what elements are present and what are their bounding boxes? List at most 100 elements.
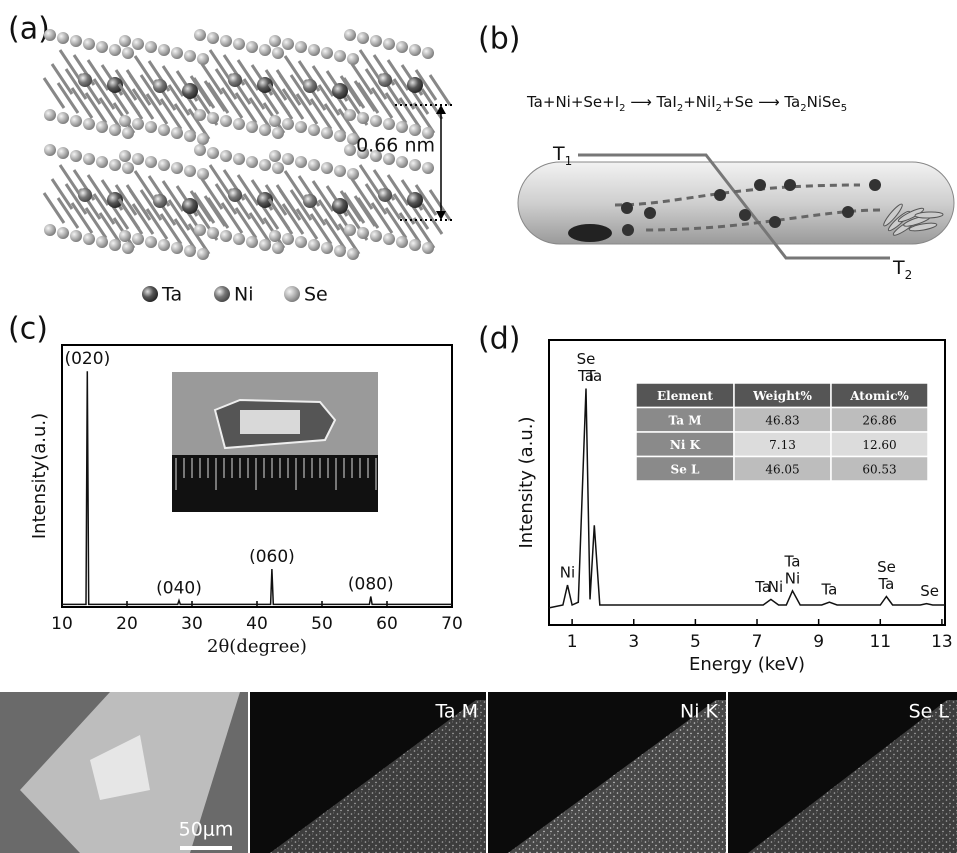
- legend-atom: [284, 286, 300, 302]
- se-atom: [83, 38, 95, 50]
- se-atom: [246, 156, 258, 168]
- x-tick-label: 3: [628, 632, 639, 652]
- se-atom: [96, 236, 108, 248]
- peak-label: Ta: [820, 581, 837, 599]
- ta-atom: [182, 198, 198, 214]
- se-atom: [308, 159, 320, 171]
- se-atom: [269, 35, 281, 47]
- se-atom: [57, 32, 69, 44]
- se-atom: [132, 118, 144, 130]
- table-text: 12.60: [862, 438, 896, 452]
- se-atom: [132, 38, 144, 50]
- reaction: Ta+Ni+Se+I2 ⟶ TaI2+NiI2+Se ⟶ Ta2NiSe5: [526, 93, 847, 114]
- peak-label: Ta: [585, 367, 602, 385]
- peak-label: (080): [348, 575, 394, 595]
- peak-label: Se: [577, 350, 596, 368]
- se-atom: [132, 233, 144, 245]
- zone-letter: T: [892, 257, 905, 279]
- x-tick-label: 70: [441, 614, 463, 634]
- se-atom: [370, 230, 382, 242]
- se-atom: [272, 127, 284, 139]
- se-atom: [197, 133, 209, 145]
- se-atom: [396, 236, 408, 248]
- se-atom: [269, 230, 281, 242]
- table-text: Ta M: [668, 413, 701, 427]
- y-axis-label: Intensity (a.u.): [516, 417, 537, 549]
- ta-atom: [182, 83, 198, 99]
- se-atom: [57, 147, 69, 159]
- ta-atom: [332, 198, 348, 214]
- table-text: 46.05: [765, 462, 799, 476]
- molecule: [739, 209, 751, 221]
- se-atom: [347, 53, 359, 65]
- se-atom: [422, 162, 434, 174]
- se-atom: [220, 230, 232, 242]
- se-atom: [171, 242, 183, 254]
- ni-atom: [303, 79, 317, 93]
- peak-label: Ni: [768, 578, 783, 596]
- se-atom: [396, 156, 408, 168]
- molecule: [644, 207, 656, 219]
- se-atom: [396, 121, 408, 133]
- se-atom: [233, 153, 245, 165]
- molecule: [714, 189, 726, 201]
- se-atom: [370, 115, 382, 127]
- se-atom: [233, 38, 245, 50]
- se-atom: [70, 230, 82, 242]
- se-atom: [233, 233, 245, 245]
- table-text: 7.13: [769, 438, 796, 452]
- ni-atom: [153, 79, 167, 93]
- se-atom: [357, 112, 369, 124]
- scale-bar: [180, 846, 232, 850]
- reaction-text: Ta+Ni+Se+I: [526, 93, 619, 111]
- se-atom: [145, 236, 157, 248]
- se-atom: [158, 44, 170, 56]
- se-atom: [44, 109, 56, 121]
- molecule: [769, 216, 781, 228]
- se-atom: [282, 153, 294, 165]
- se-atom: [220, 35, 232, 47]
- ni-atom: [78, 188, 92, 202]
- map-label: Ta M: [434, 701, 478, 723]
- se-atom: [145, 121, 157, 133]
- se-atom: [321, 47, 333, 59]
- map-label: Se L: [909, 701, 950, 723]
- peak-label: (040): [156, 578, 202, 598]
- se-atom: [334, 245, 346, 257]
- x-tick-label: 9: [813, 632, 824, 652]
- table-text: 46.83: [765, 413, 799, 427]
- panel-label: (c): [8, 312, 48, 347]
- peak-label: Ni: [785, 569, 800, 587]
- ta-atom: [332, 83, 348, 99]
- peak-label: (060): [249, 547, 295, 567]
- x-tick-label: 13: [931, 632, 953, 652]
- legend-label: Se: [304, 284, 328, 306]
- se-atom: [269, 115, 281, 127]
- zone-label: T1: [552, 143, 572, 168]
- se-atom: [184, 165, 196, 177]
- se-atom: [344, 144, 356, 156]
- se-atom: [109, 239, 121, 251]
- se-atom: [321, 127, 333, 139]
- se-atom: [44, 224, 56, 236]
- se-atom: [119, 150, 131, 162]
- se-atom: [145, 156, 157, 168]
- peak-label: Ni: [560, 564, 575, 582]
- x-axis-label: 2θ(degree): [207, 636, 307, 657]
- se-atom: [122, 47, 134, 59]
- table-text: 26.86: [862, 413, 896, 427]
- molecule: [869, 179, 881, 191]
- se-atom: [184, 245, 196, 257]
- peak-label: Se: [877, 558, 896, 576]
- se-atom: [171, 127, 183, 139]
- se-atom: [184, 130, 196, 142]
- se-atom: [295, 236, 307, 248]
- se-atom: [119, 35, 131, 47]
- se-atom: [282, 233, 294, 245]
- y-axis-label: Intensity(a.u.): [29, 413, 50, 539]
- se-atom: [83, 153, 95, 165]
- se-atom: [357, 227, 369, 239]
- se-atom: [57, 227, 69, 239]
- crystal-sheen: [240, 410, 300, 434]
- x-tick-label: 10: [51, 614, 73, 634]
